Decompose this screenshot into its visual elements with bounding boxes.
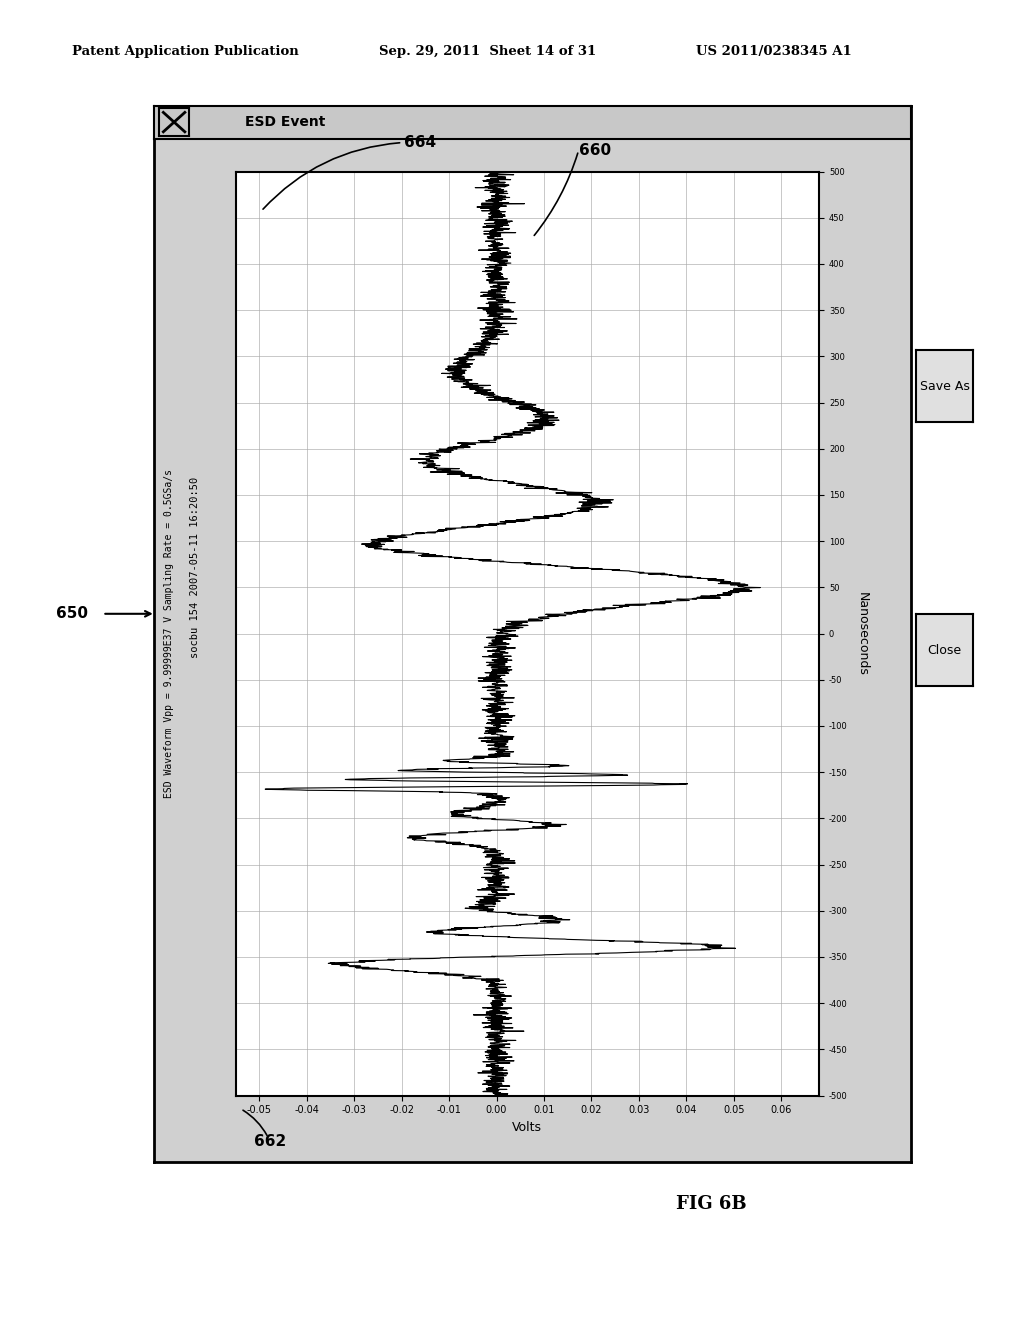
- Text: Save As: Save As: [920, 380, 970, 392]
- Y-axis label: Nanoseconds: Nanoseconds: [856, 591, 868, 676]
- Text: 660: 660: [579, 143, 610, 158]
- Text: US 2011/0238345 A1: US 2011/0238345 A1: [696, 45, 852, 58]
- Text: socbu 154 2007-05-11 16:20:50: socbu 154 2007-05-11 16:20:50: [189, 477, 200, 659]
- X-axis label: Volts: Volts: [512, 1121, 543, 1134]
- Text: ESD Waveform Vpp = 9.99999E37 V Sampling Rate = 0.5GSa/s: ESD Waveform Vpp = 9.99999E37 V Sampling…: [164, 469, 174, 799]
- Text: FIG 6B: FIG 6B: [676, 1195, 746, 1213]
- Text: Patent Application Publication: Patent Application Publication: [72, 45, 298, 58]
- Text: 662: 662: [254, 1134, 286, 1150]
- Text: Close: Close: [928, 644, 962, 656]
- Text: ESD Event: ESD Event: [245, 115, 325, 129]
- Text: 650: 650: [56, 606, 88, 622]
- Text: 664: 664: [404, 135, 436, 150]
- Text: Sep. 29, 2011  Sheet 14 of 31: Sep. 29, 2011 Sheet 14 of 31: [379, 45, 596, 58]
